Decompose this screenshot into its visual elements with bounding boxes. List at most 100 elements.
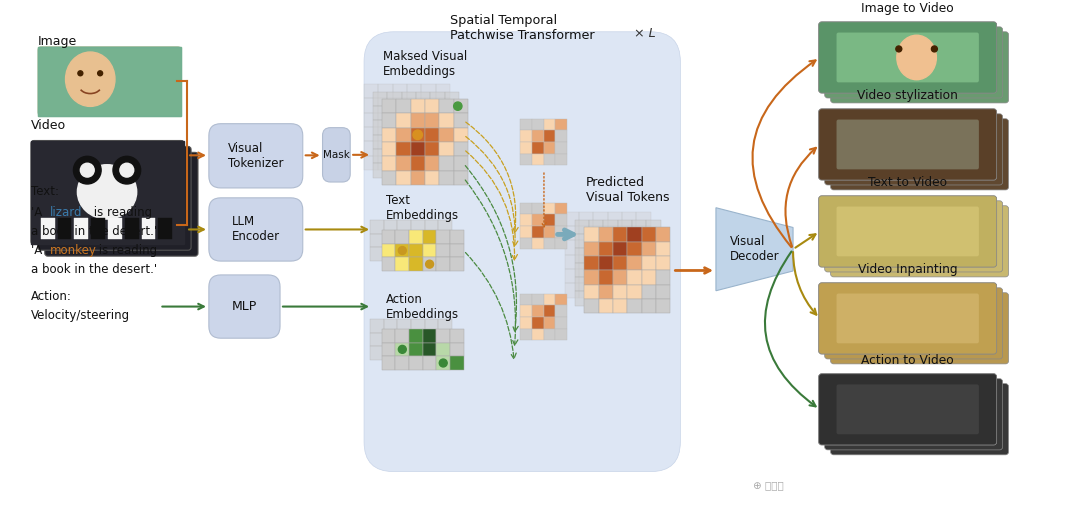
FancyBboxPatch shape [819, 374, 997, 445]
Bar [521, 203, 531, 214]
Bar [382, 342, 395, 356]
Bar [396, 99, 410, 113]
Bar [402, 106, 416, 120]
Bar [627, 270, 642, 285]
FancyBboxPatch shape [825, 27, 1002, 98]
Bar [608, 255, 622, 269]
Bar [555, 305, 567, 317]
Text: Predicted
Visual Tokens: Predicted Visual Tokens [585, 176, 670, 204]
Bar [531, 154, 543, 165]
Bar [421, 98, 435, 113]
Bar [579, 255, 593, 269]
Bar [450, 257, 463, 271]
Bar [409, 244, 422, 257]
Bar [370, 234, 383, 247]
FancyBboxPatch shape [837, 294, 978, 343]
Bar [646, 291, 661, 306]
FancyBboxPatch shape [831, 383, 1009, 455]
Bar [589, 277, 604, 291]
Bar [382, 257, 395, 271]
Bar [438, 220, 451, 234]
FancyBboxPatch shape [819, 22, 997, 93]
Bar [543, 214, 555, 226]
Bar [618, 262, 632, 277]
Bar [430, 106, 445, 120]
Bar [445, 135, 459, 149]
Bar [416, 135, 430, 149]
Bar [575, 277, 589, 291]
Polygon shape [716, 208, 793, 291]
Bar [642, 270, 657, 285]
Bar [531, 317, 543, 329]
Ellipse shape [78, 165, 137, 219]
Bar [613, 256, 627, 270]
Bar [378, 84, 393, 98]
Bar [531, 305, 543, 317]
Bar [565, 240, 579, 255]
Bar [622, 269, 636, 284]
Bar [430, 135, 445, 149]
Bar [584, 299, 598, 313]
Bar [565, 226, 579, 240]
Bar [598, 299, 613, 313]
Bar [521, 118, 531, 130]
Bar [531, 203, 543, 214]
Bar [438, 247, 451, 261]
Bar [646, 262, 661, 277]
Bar [410, 220, 424, 234]
Bar [410, 142, 424, 156]
Bar [593, 240, 608, 255]
Bar [435, 98, 450, 113]
Bar [382, 230, 395, 244]
Bar [613, 242, 627, 256]
Bar [424, 319, 438, 332]
Bar [622, 255, 636, 269]
Bar [555, 226, 567, 238]
Bar [410, 128, 424, 142]
Bar [396, 113, 410, 128]
Bar [531, 294, 543, 305]
Bar [373, 149, 388, 163]
Bar [445, 163, 459, 178]
Bar [436, 230, 450, 244]
Bar [424, 234, 438, 247]
Text: Mask: Mask [323, 150, 350, 160]
Bar [370, 247, 383, 261]
FancyBboxPatch shape [38, 146, 191, 250]
Bar [378, 98, 393, 113]
Bar [421, 113, 435, 127]
Bar [388, 92, 402, 106]
Bar [409, 329, 422, 342]
Bar [395, 342, 409, 356]
Text: Action
Embeddings: Action Embeddings [387, 293, 459, 321]
Bar [521, 238, 531, 249]
FancyBboxPatch shape [825, 114, 1002, 185]
Text: Maksed Visual
Embeddings: Maksed Visual Embeddings [382, 50, 467, 78]
Bar [410, 319, 424, 332]
FancyBboxPatch shape [825, 379, 1002, 450]
Bar [636, 284, 651, 298]
Bar [627, 299, 642, 313]
Bar [589, 234, 604, 248]
Bar [382, 142, 396, 156]
Bar [593, 284, 608, 298]
Bar [436, 257, 450, 271]
Bar [593, 211, 608, 226]
Bar [521, 305, 531, 317]
Bar [416, 106, 430, 120]
Bar [543, 329, 555, 340]
Bar [598, 256, 613, 270]
Bar [435, 156, 450, 170]
Bar [632, 277, 646, 291]
FancyBboxPatch shape [38, 47, 181, 116]
Bar [402, 135, 416, 149]
Bar [396, 170, 410, 185]
FancyBboxPatch shape [819, 196, 997, 267]
Bar [543, 142, 555, 154]
Bar [393, 98, 407, 113]
Bar [383, 220, 397, 234]
Bar [543, 238, 555, 249]
Bar [382, 356, 395, 370]
Circle shape [454, 102, 462, 110]
Bar [618, 277, 632, 291]
